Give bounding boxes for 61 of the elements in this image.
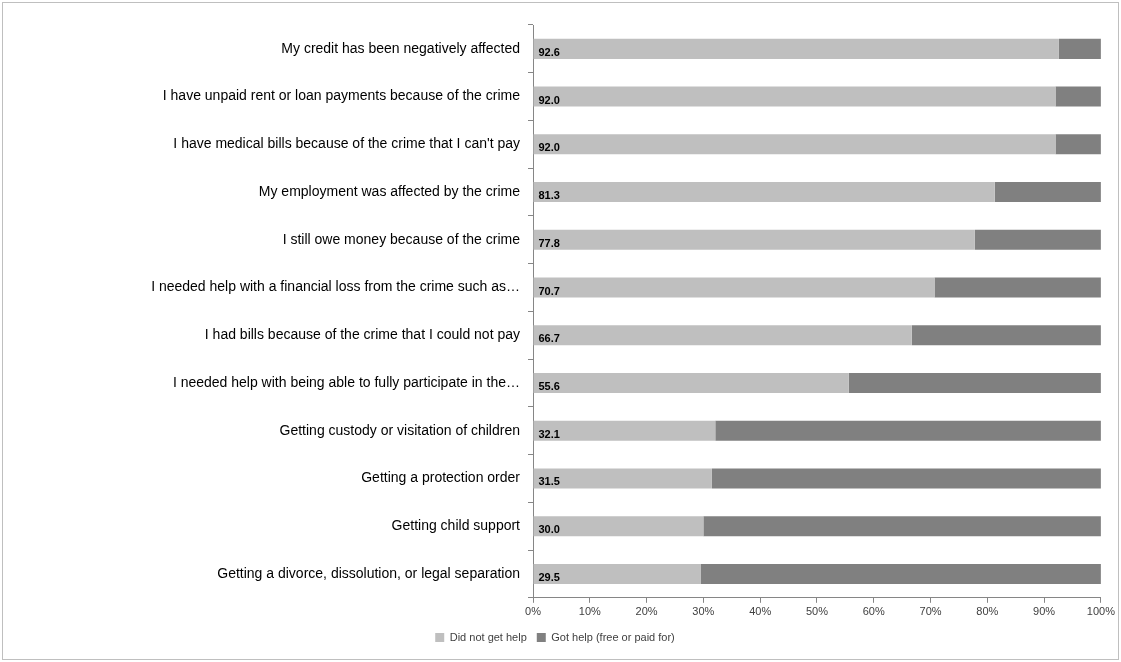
bar — [533, 516, 704, 537]
y-tick-label: I needed help with being able to fully participate in the… — [172, 373, 520, 390]
bar — [848, 372, 1101, 394]
bar — [533, 325, 912, 346]
y-tick-label: I needed help with a financial loss from the crime such as… — [151, 278, 520, 295]
bar — [533, 38, 1059, 59]
bar — [533, 372, 849, 394]
y-tick-label: Getting a protection order — [361, 469, 521, 486]
legend-label: Did not get help — [449, 630, 527, 643]
bar — [911, 325, 1101, 346]
x-tick-label: 60% — [862, 605, 885, 618]
y-tick-label: My credit has been negatively affected — [281, 39, 520, 56]
bar — [533, 229, 975, 250]
data-label: 81.3 — [538, 189, 560, 202]
bar — [533, 420, 716, 441]
bar — [1058, 38, 1101, 59]
x-tick-label: 100% — [1086, 605, 1116, 618]
y-tick-label: I had bills because of the crime that I could not pay — [204, 326, 520, 343]
bar — [934, 277, 1101, 298]
y-tick-label: I have unpaid rent or loan payments because of the crime — [162, 87, 521, 104]
bar — [533, 277, 935, 298]
data-label: 66.7 — [538, 332, 560, 345]
bar — [533, 468, 712, 489]
data-label: 70.7 — [538, 284, 560, 297]
bar — [533, 563, 701, 584]
bar — [533, 86, 1056, 107]
data-label: 32.1 — [538, 427, 560, 440]
x-tick-label: 0% — [525, 605, 542, 618]
data-label: 29.5 — [538, 570, 560, 583]
data-label: 55.6 — [538, 380, 560, 393]
bar — [1055, 86, 1101, 107]
bar — [994, 182, 1101, 203]
y-tick-label: I have medical bills because of the crime that I can't pay — [173, 135, 520, 152]
x-tick-label: 50% — [805, 605, 829, 618]
y-tick-label: Getting custody or visitation of children — [279, 421, 520, 438]
bar — [711, 468, 1101, 489]
data-label: 77.8 — [538, 236, 560, 249]
bar — [715, 420, 1101, 441]
x-tick-label: 10% — [578, 605, 602, 618]
bar — [974, 229, 1101, 250]
y-tick-label: Getting a divorce, dissolution, or legal separation — [217, 564, 520, 581]
x-tick-label: 90% — [1033, 605, 1056, 618]
y-tick-label: Getting child support — [391, 517, 521, 534]
data-label: 92.6 — [538, 45, 560, 58]
x-tick-label: 40% — [749, 605, 772, 618]
y-tick-label: I still owe money because of the crime — [282, 230, 521, 247]
bar — [1055, 134, 1101, 155]
data-label: 92.0 — [538, 93, 560, 106]
bar — [703, 516, 1101, 537]
y-tick-label: My employment was affected by the crime — [258, 182, 521, 199]
x-tick-label: 80% — [976, 605, 999, 618]
x-tick-label: 20% — [635, 605, 658, 618]
bar — [533, 182, 995, 203]
data-label: 92.0 — [538, 141, 560, 154]
bar — [533, 134, 1056, 155]
bar — [700, 563, 1101, 584]
legend-label: Got help (free or paid for) — [551, 630, 675, 643]
data-label: 31.5 — [538, 475, 560, 488]
data-label: 30.0 — [538, 523, 560, 536]
x-tick-label: 30% — [692, 605, 715, 618]
x-tick-label: 70% — [919, 605, 942, 618]
